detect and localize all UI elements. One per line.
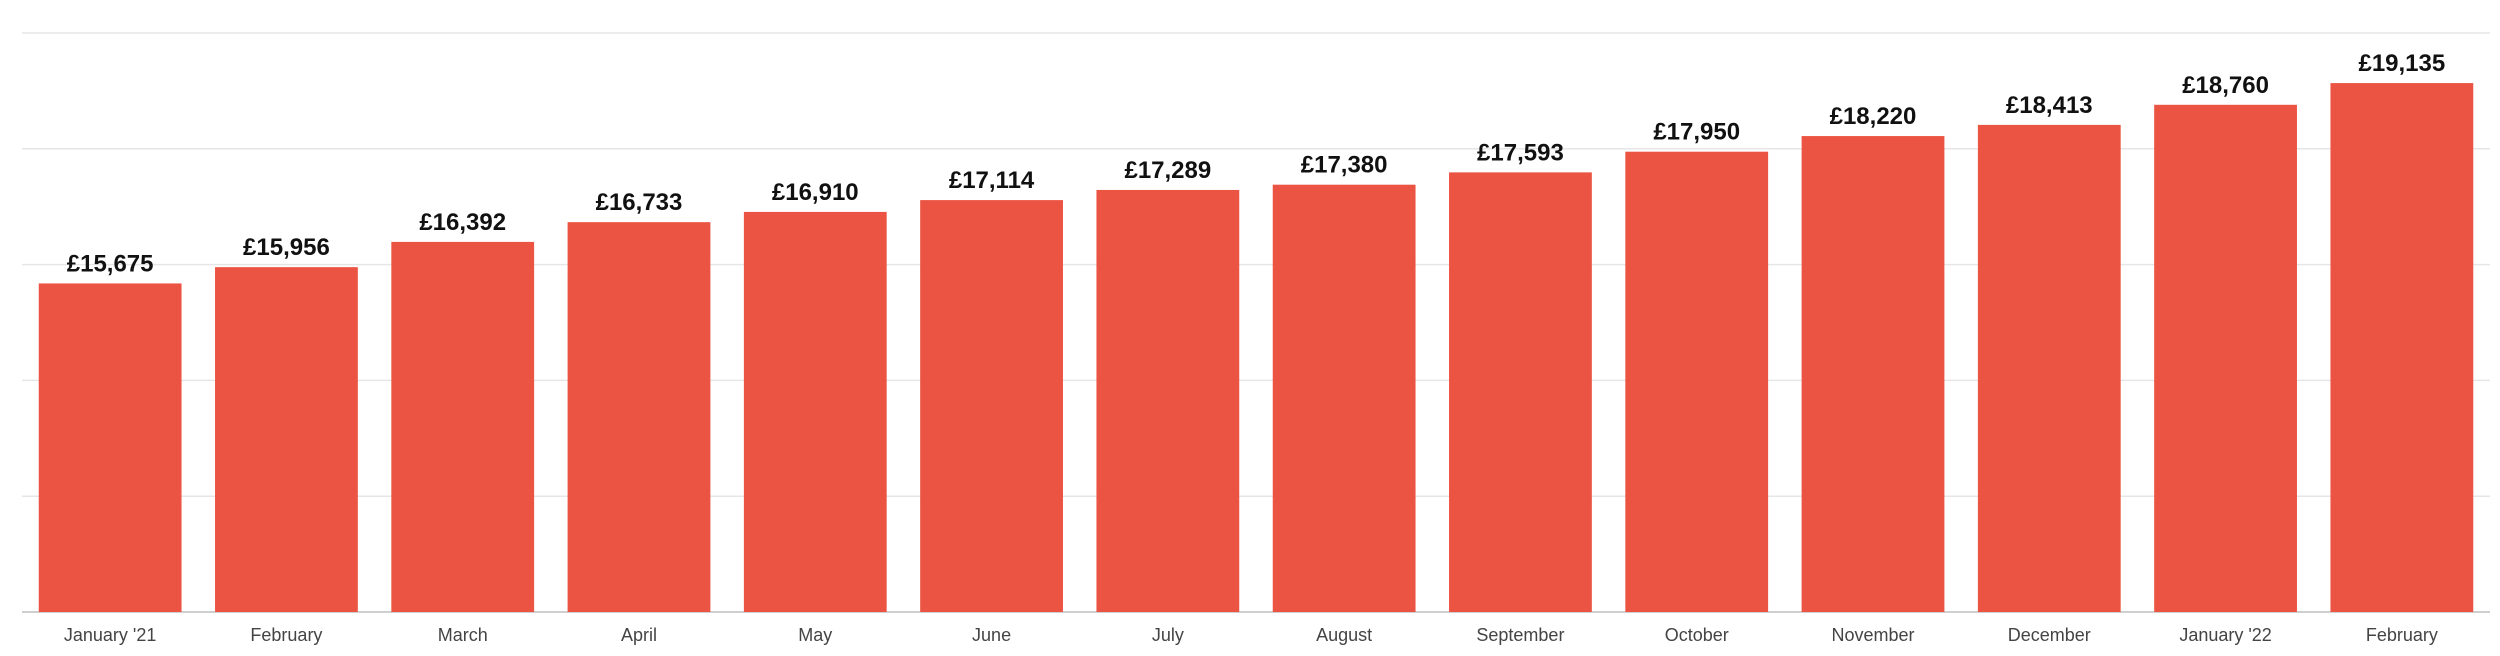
x-tick-label: February [250,625,322,645]
bar[interactable] [1625,151,1769,612]
bar[interactable] [1449,172,1592,612]
x-tick-label: February [2366,625,2438,645]
bar-value-label: £16,392 [419,209,506,236]
x-tick-label: August [1316,625,1372,645]
bar[interactable] [391,241,535,612]
bar-value-label: £18,220 [1830,103,1917,130]
bar-value-label: £17,380 [1301,152,1388,179]
bar-value-label: £18,760 [2182,72,2269,99]
bar-value-label: £16,910 [772,179,859,206]
x-tick-label: January '21 [64,625,157,645]
bar-value-label: £15,675 [67,250,154,277]
bar[interactable] [2154,104,2297,613]
bar-value-label: £17,114 [949,167,1035,194]
x-tick-label: September [1476,625,1564,645]
value-labels: £15,675 £15,956 £16,392 £16,733 £16,910 £17,1… [67,50,2445,277]
bar-value-label: £19,135 [2358,50,2445,77]
bar-value-label: £17,289 [1124,157,1211,184]
bar[interactable] [1801,136,1945,612]
bar-value-label: £17,950 [1653,119,1740,146]
bar-value-label: £15,956 [243,234,330,261]
x-tick-label: July [1152,625,1184,645]
bar[interactable] [920,200,1063,612]
x-tick-label: May [798,625,832,645]
x-tick-label: January '22 [2179,625,2272,645]
category-labels: January '21 February March April May June July… [64,625,2438,645]
bar[interactable] [1977,124,2121,612]
bar[interactable] [2330,83,2474,612]
x-tick-label: October [1665,625,1729,645]
x-tick-label: November [1831,625,1914,645]
bar-value-label: £17,593 [1477,139,1564,166]
bar-value-label: £18,413 [2006,92,2093,119]
x-tick-label: December [2008,625,2091,645]
bar[interactable] [1272,184,1416,612]
bars [38,83,2474,613]
bar[interactable] [743,211,887,612]
x-tick-label: June [972,625,1011,645]
bar[interactable] [567,222,711,612]
bar[interactable] [38,283,182,612]
bar[interactable] [1096,189,1240,612]
bar[interactable] [215,267,358,612]
x-tick-label: April [621,625,657,645]
bar-value-label: £16,733 [596,189,683,216]
x-tick-label: March [438,625,488,645]
